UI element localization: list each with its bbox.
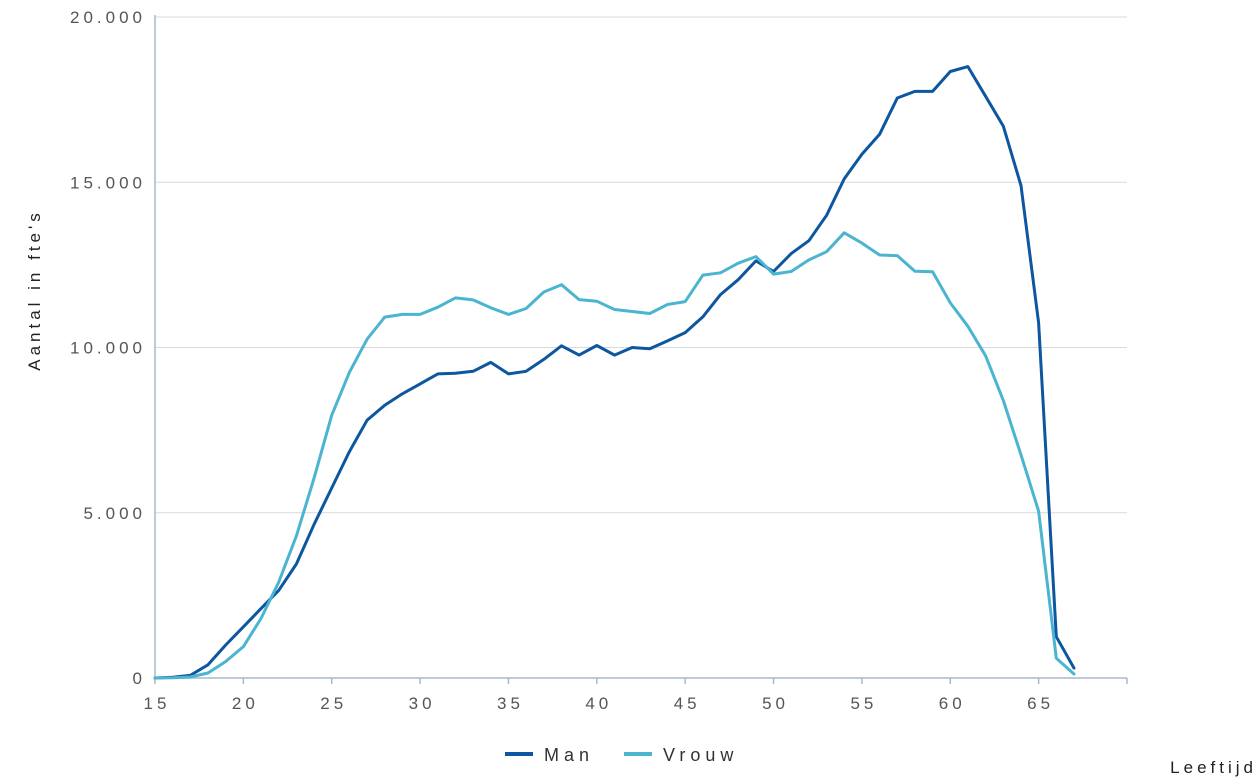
legend-label: Vrouw: [663, 745, 738, 765]
y-tick-labels: 0 5.000 10.000 15.000 20.000: [70, 8, 146, 688]
x-tick-label: 15: [144, 694, 171, 713]
gridlines: [155, 16, 1127, 514]
x-tick-label: 50: [762, 694, 789, 713]
series-line-man: [153, 65, 1076, 680]
x-tick-label: 20: [232, 694, 259, 713]
y-tick-label: 15.000: [70, 173, 146, 192]
series-lines: [153, 65, 1076, 680]
x-tick-label: 45: [674, 694, 701, 713]
x-tick-label: 60: [939, 694, 966, 713]
legend-label: Man: [544, 745, 594, 765]
y-tick-label: 10.000: [70, 339, 146, 358]
y-tick-label: 20.000: [70, 8, 146, 27]
series-line-vrouw: [153, 231, 1076, 680]
legend: Man Vrouw: [505, 745, 738, 765]
y-tick-label: 5.000: [83, 504, 146, 523]
x-tick-labels: 15 20 25 30 35 40 45 50 55 60 65: [144, 694, 1054, 713]
x-tick-label: 55: [850, 694, 877, 713]
x-tick-label: 40: [585, 694, 612, 713]
y-axis-title: Aantal in fte's: [25, 209, 44, 371]
x-tick-label: 65: [1027, 694, 1054, 713]
x-tick-label: 25: [320, 694, 347, 713]
y-tick-label: 0: [133, 669, 146, 688]
x-tick-label: 30: [409, 694, 436, 713]
x-axis-title: Leeftijd: [1170, 758, 1257, 777]
x-tick-label: 35: [497, 694, 524, 713]
axes: [154, 15, 1128, 684]
